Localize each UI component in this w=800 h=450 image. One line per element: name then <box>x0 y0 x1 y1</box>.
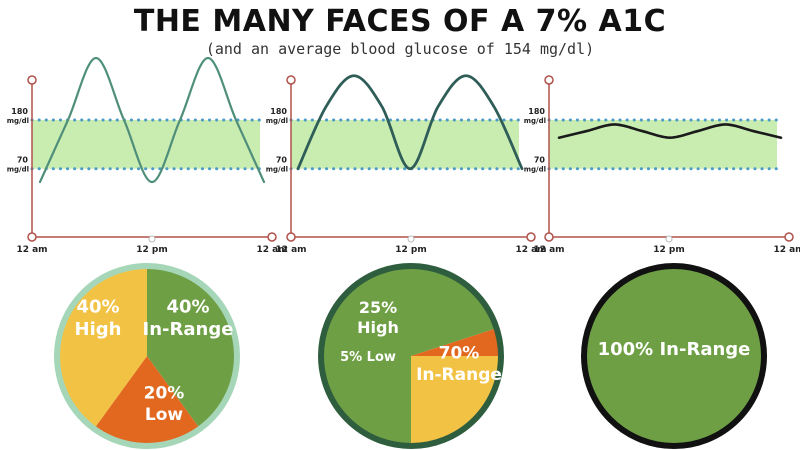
pie-label-high: 25% High <box>357 298 399 337</box>
pie-label-high: 40% High <box>75 296 122 340</box>
pie-slice-high <box>411 356 501 446</box>
axis-end-marker <box>544 232 554 242</box>
x-tick-label: 12 am <box>533 245 564 255</box>
y-tick-label: 180 <box>270 107 287 116</box>
pie-label-percent: 20% <box>144 384 185 404</box>
pie-ring <box>318 263 504 449</box>
pie-label-category: In-Range <box>143 319 234 340</box>
x-tick-label: 12 am <box>515 245 546 255</box>
pie-label-category: High <box>75 319 122 340</box>
pie-label-percent: 25% <box>359 298 397 317</box>
page-title: THE MANY FACES OF A 7% A1C <box>133 4 667 39</box>
axis-end-marker <box>526 232 536 242</box>
y-tick-unit: mg/dl <box>266 117 288 125</box>
pie-slice-in-range <box>584 266 764 446</box>
pie-chart-3: 100% In-Range <box>581 263 767 449</box>
x-tick-label: 12 am <box>256 245 287 255</box>
y-tick-label: 70 <box>17 156 29 165</box>
pie-label-category: High <box>357 318 399 337</box>
x-tick-label: 12 am <box>773 245 800 255</box>
y-tick-label: 70 <box>276 156 288 165</box>
midday-marker <box>407 235 415 243</box>
target-range-band <box>291 120 519 169</box>
x-tick-label: 12 am <box>275 245 306 255</box>
pie-slice-high <box>57 266 147 429</box>
page-subtitle: (and an average blood glucose of 154 mg/… <box>205 40 595 58</box>
target-range-band <box>32 120 260 169</box>
pie-label-percent: 70% <box>439 344 480 364</box>
pie-chart-2: 70% In-Range 5% Low 25% High <box>318 263 504 449</box>
pie-label-percent: 40% <box>166 296 209 317</box>
axis-end-marker <box>544 75 554 85</box>
pie-slice-in-range <box>321 266 497 446</box>
axis-end-marker <box>27 232 37 242</box>
y-tick-unit: mg/dl <box>7 117 29 125</box>
y-tick-unit: mg/dl <box>266 166 288 174</box>
pie-ring <box>54 263 240 449</box>
pie-slice-low <box>94 356 200 447</box>
y-tick-label: 180 <box>11 107 28 116</box>
glucose-curve <box>296 74 524 171</box>
glucose-curve <box>557 123 783 140</box>
midday-marker <box>665 235 673 243</box>
midday-marker <box>148 235 156 243</box>
pie-label-category: Low <box>145 405 184 425</box>
x-tick-label: 12 am <box>16 245 47 255</box>
axis-end-marker <box>784 232 794 242</box>
axis-end-marker <box>286 232 296 242</box>
y-tick-unit: mg/dl <box>524 117 546 125</box>
pie-slice-in-range <box>147 266 237 429</box>
axis-end-marker <box>267 232 277 242</box>
pie-label-in-range: 100% In-Range <box>598 339 751 360</box>
axis-end-marker <box>286 75 296 85</box>
pie-label-in-range: 70% In-Range <box>416 344 502 385</box>
x-tick-label: 12 pm <box>395 245 426 255</box>
y-tick-unit: mg/dl <box>7 166 29 174</box>
y-tick-label: 180 <box>528 107 545 116</box>
pie-label-percent: 40% <box>76 296 119 317</box>
y-tick-unit: mg/dl <box>524 166 546 174</box>
pie-slice-low <box>411 328 501 356</box>
pie-label-low: 5% Low <box>340 350 396 365</box>
pie-label-in-range: 40% In-Range <box>143 296 234 340</box>
pie-ring <box>581 263 767 449</box>
x-tick-label: 12 pm <box>653 245 684 255</box>
pie-label-category: In-Range <box>416 365 502 385</box>
pie-label-low: 20% Low <box>144 384 185 425</box>
y-tick-label: 70 <box>534 156 546 165</box>
x-tick-label: 12 pm <box>136 245 167 255</box>
glucose-curve <box>38 56 266 184</box>
axis-end-marker <box>27 75 37 85</box>
